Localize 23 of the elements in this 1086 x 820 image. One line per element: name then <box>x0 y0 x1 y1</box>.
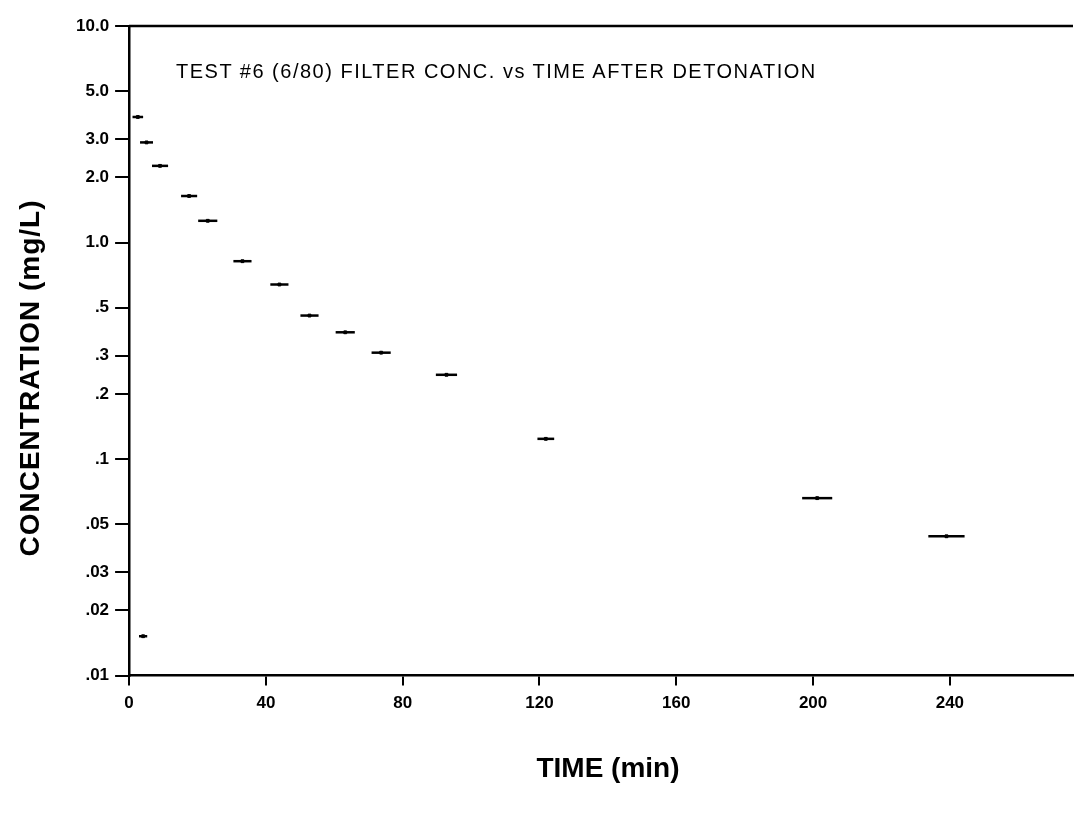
y-tick-label: 2.0 <box>85 167 110 187</box>
y-tick-label: .2 <box>94 383 110 403</box>
x-tick-label: 160 <box>662 693 691 713</box>
text: TEST #6 (6/80) FILTER CONC. vs TIME AFTER DETONATION <box>176 60 817 83</box>
x-tick-label: 40 <box>256 693 276 713</box>
y-tick-label: 5.0 <box>85 80 110 100</box>
y-tick-label: 1.0 <box>85 232 110 252</box>
x-tick-label: 240 <box>935 693 965 713</box>
y-axis-title: CONCENTRATION (mg/L) <box>14 199 46 557</box>
y-tick-label: 10.0 <box>75 15 110 35</box>
x-tick-label: 120 <box>525 693 554 713</box>
y-tick-label: .02 <box>85 600 110 620</box>
y-tick-label: .03 <box>85 561 110 581</box>
x-tick-label: 80 <box>393 693 413 713</box>
y-tick-label: .01 <box>85 665 110 685</box>
y-tick-label: 3.0 <box>85 128 110 148</box>
x-axis-title: TIME (min) <box>536 752 680 784</box>
x-tick-label: 200 <box>798 693 828 713</box>
y-tick-label: .3 <box>94 345 110 365</box>
y-tick-label: .5 <box>94 297 110 317</box>
x-tick-label: 0 <box>124 693 134 713</box>
y-tick-label: .05 <box>85 513 110 533</box>
y-tick-label: .1 <box>94 448 110 468</box>
